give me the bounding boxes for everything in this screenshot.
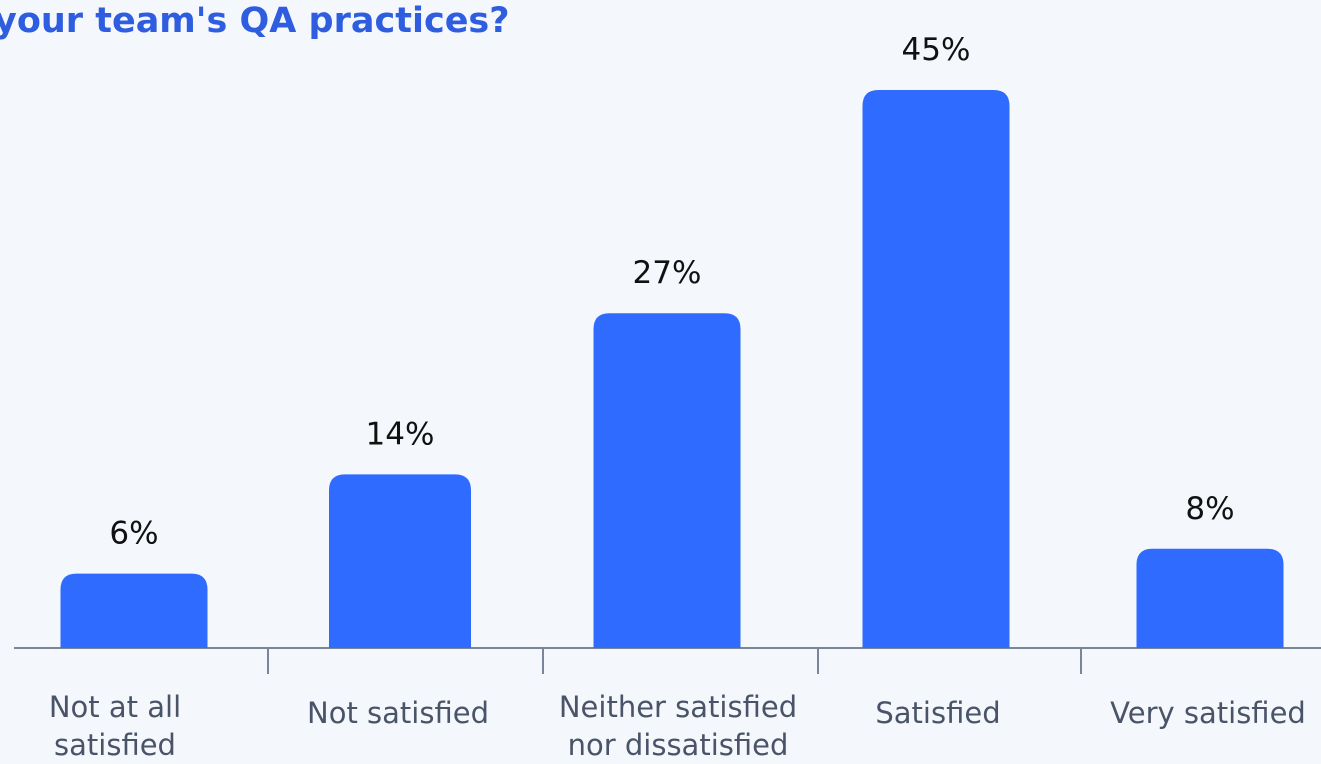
x-tick-label: Very satisfied bbox=[1110, 696, 1306, 730]
bar bbox=[329, 474, 471, 648]
bar bbox=[1136, 548, 1284, 648]
x-tick-label: Not at all satisfied bbox=[48, 690, 182, 762]
value-label: 45% bbox=[902, 32, 971, 68]
x-tick-label: Neither satisfied nor dissatisfied bbox=[558, 690, 798, 762]
value-label: 8% bbox=[1185, 491, 1234, 527]
value-label: 27% bbox=[633, 255, 702, 291]
chart-title: your team's QA practices? bbox=[0, 1, 510, 41]
bar bbox=[60, 573, 208, 648]
x-tick-label: Not satisfied bbox=[307, 696, 489, 730]
value-label: 14% bbox=[366, 416, 435, 452]
bar bbox=[593, 313, 741, 648]
bar bbox=[862, 90, 1010, 648]
x-tick-label: Satisfied bbox=[875, 696, 1001, 730]
value-label: 6% bbox=[109, 516, 158, 552]
